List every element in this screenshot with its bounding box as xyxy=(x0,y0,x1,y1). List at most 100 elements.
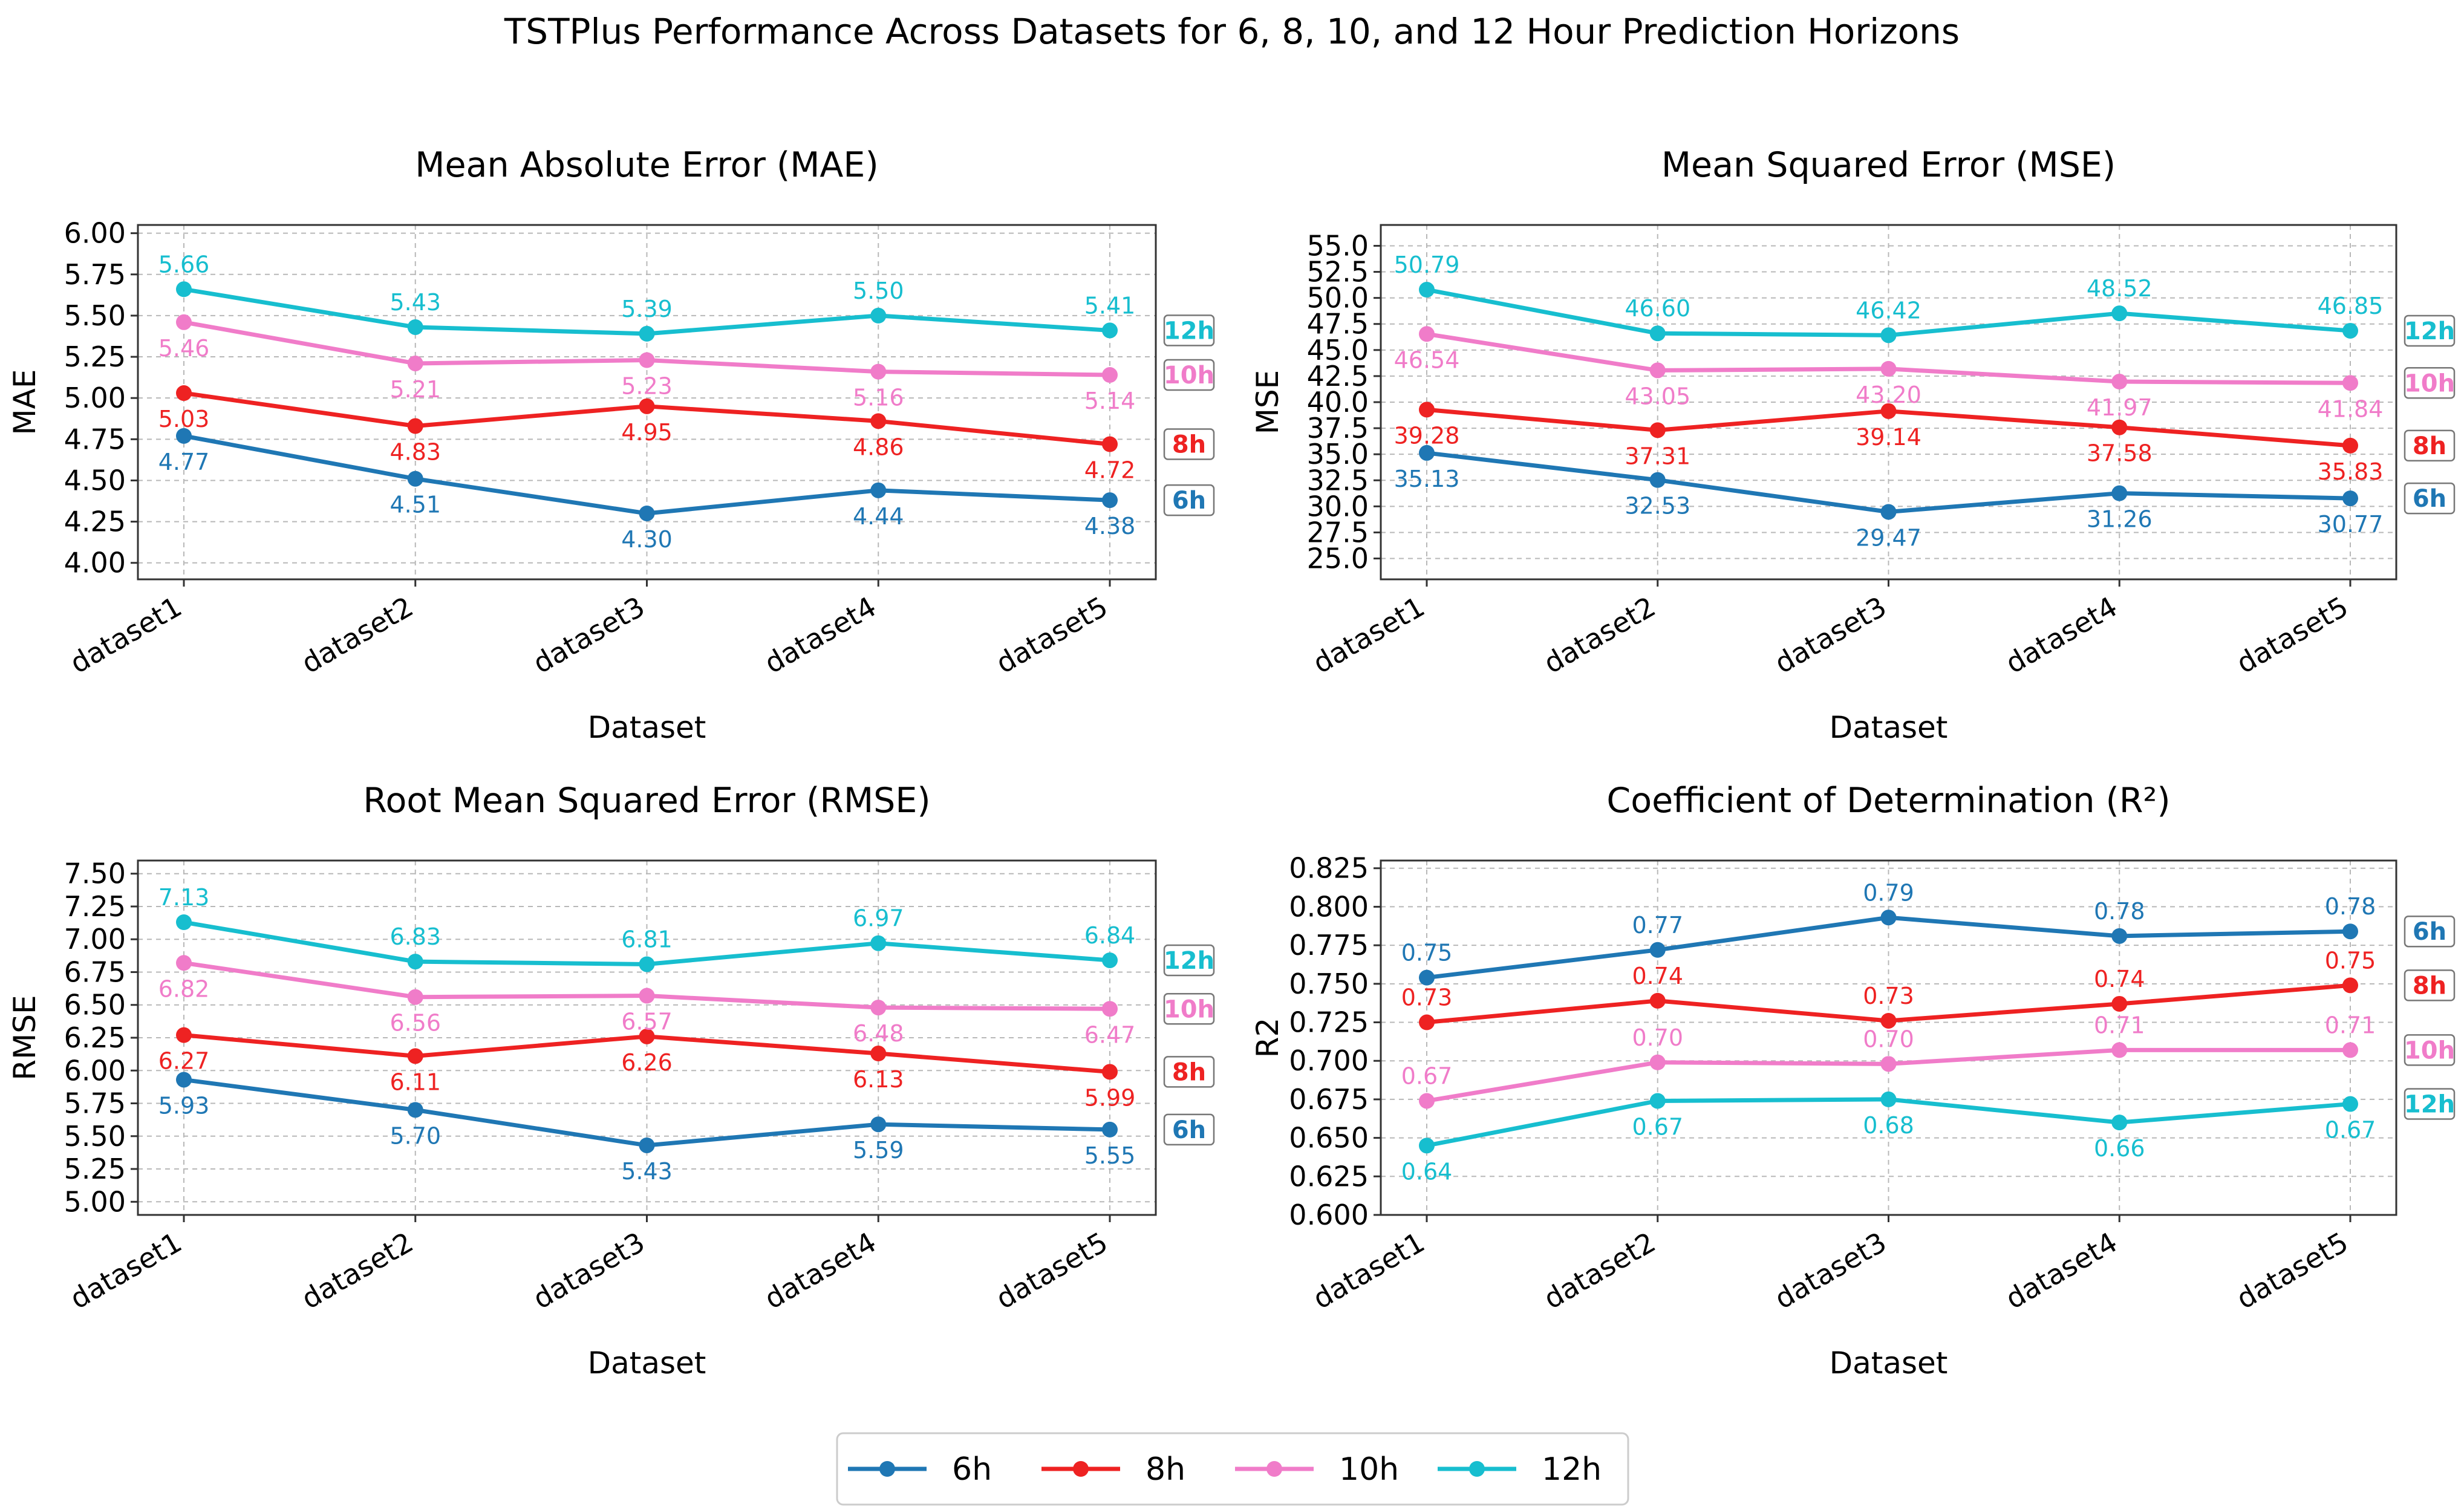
data-label: 0.75 xyxy=(2325,947,2376,974)
series-end-tag: 6h xyxy=(2413,918,2446,946)
series-end-tag: 12h xyxy=(2404,317,2455,345)
series-8h: 39.28 37.31 39.14 37.58 35.83 8h xyxy=(1394,402,2456,485)
x-tick-label: dataset2 xyxy=(1538,1226,1661,1315)
data-point xyxy=(1419,969,1435,986)
data-label: 0.71 xyxy=(2325,1012,2376,1038)
data-point xyxy=(1880,327,1897,343)
data-point xyxy=(1649,942,1666,958)
x-axis-label: Dataset xyxy=(1830,710,1948,745)
data-point xyxy=(1102,492,1118,509)
data-point xyxy=(870,1046,887,1062)
data-label: 6.81 xyxy=(621,926,673,952)
data-point xyxy=(639,505,655,521)
x-tick-label: dataset1 xyxy=(65,590,187,680)
data-label: 0.68 xyxy=(1863,1112,1914,1139)
y-tick-label: 7.00 xyxy=(64,923,126,955)
y-tick-label: 45.0 xyxy=(1307,334,1369,366)
data-point xyxy=(2342,437,2358,454)
y-tick-label: 42.5 xyxy=(1307,360,1369,392)
data-label: 0.71 xyxy=(2094,1012,2145,1038)
legend-entry-6h: 6h xyxy=(848,1451,992,1488)
data-label: 0.78 xyxy=(2325,893,2376,920)
data-point xyxy=(870,307,887,324)
data-label: 5.14 xyxy=(1084,388,1136,414)
subplot-4: 0.600 0.625 0.650 0.675 0.700 0.725 0.750 0.775… xyxy=(1250,781,2456,1381)
series-12h: 0.64 0.67 0.68 0.66 0.67 12h xyxy=(1401,1088,2456,1185)
series-end-tag-box xyxy=(1163,944,1215,977)
data-point xyxy=(2111,485,2128,501)
data-label: 6.83 xyxy=(389,923,441,950)
series-end-tag-box xyxy=(1163,314,1215,347)
data-label: 5.43 xyxy=(621,1158,673,1185)
data-label: 32.53 xyxy=(1625,493,1690,519)
y-tick-label: 6.75 xyxy=(64,955,126,988)
data-point xyxy=(2111,1042,2128,1058)
data-point xyxy=(1419,326,1435,342)
data-label: 6.11 xyxy=(389,1069,441,1095)
data-point xyxy=(1649,1093,1666,1109)
series-end-tag: 8h xyxy=(1172,431,1206,459)
y-tick-label: 7.50 xyxy=(64,858,126,890)
subplot-title: Mean Squared Error (MSE) xyxy=(1661,145,2116,185)
data-label: 39.28 xyxy=(1394,422,1460,449)
data-point xyxy=(407,355,423,371)
legend-label: 10h xyxy=(1339,1451,1399,1488)
data-label: 5.70 xyxy=(389,1122,441,1149)
data-label: 4.72 xyxy=(1084,457,1136,484)
x-axis-label: Dataset xyxy=(1830,1346,1948,1381)
series-end-tag: 12h xyxy=(1164,947,1214,975)
data-point xyxy=(407,1048,423,1064)
x-tick-label: dataset3 xyxy=(527,590,650,680)
data-label: 5.23 xyxy=(621,373,673,399)
legend-marker xyxy=(1073,1461,1089,1477)
legend: 6h 8h 10h 12h xyxy=(836,1432,1629,1506)
y-tick-label: 5.50 xyxy=(64,299,126,332)
data-label: 35.13 xyxy=(1394,466,1460,492)
series-end-tag: 12h xyxy=(2404,1091,2455,1119)
data-label: 0.70 xyxy=(1632,1024,1683,1051)
data-label: 31.26 xyxy=(2087,506,2153,533)
data-point xyxy=(870,482,887,498)
data-point xyxy=(1880,1012,1897,1029)
plot-area xyxy=(137,224,1157,581)
legend-frame xyxy=(836,1432,1629,1506)
data-point xyxy=(2111,419,2128,435)
series-6h: 0.75 0.77 0.79 0.78 0.78 6h xyxy=(1401,879,2456,986)
data-label: 0.75 xyxy=(1401,940,1453,966)
data-label: 5.43 xyxy=(389,289,441,316)
data-point xyxy=(1419,444,1435,461)
y-tick-label: 32.5 xyxy=(1307,464,1369,496)
data-label: 46.42 xyxy=(1856,297,1921,324)
data-point xyxy=(1880,1056,1897,1072)
y-tick-label: 5.00 xyxy=(64,1185,126,1218)
series-end-tag-box xyxy=(2404,429,2456,462)
legend-label: 12h xyxy=(1542,1451,1602,1488)
data-point xyxy=(176,281,192,298)
y-tick-label: 0.700 xyxy=(1289,1044,1369,1077)
data-point xyxy=(1649,422,1666,438)
series-end-tag-box xyxy=(2404,314,2456,347)
data-point xyxy=(870,363,887,380)
data-label: 0.78 xyxy=(2094,898,2145,925)
data-point xyxy=(2342,977,2358,994)
data-label: 0.79 xyxy=(1863,879,1914,906)
data-label: 5.99 xyxy=(1084,1084,1136,1111)
data-point xyxy=(2111,305,2128,322)
data-point xyxy=(870,413,887,429)
x-tick-label: dataset5 xyxy=(991,590,1113,680)
x-tick-label: dataset5 xyxy=(991,1226,1113,1315)
data-label: 30.77 xyxy=(2318,511,2384,538)
y-tick-label: 37.5 xyxy=(1307,412,1369,444)
series-6h: 35.13 32.53 29.47 31.26 30.77 6h xyxy=(1394,444,2456,551)
series-8h: 5.03 4.83 4.95 4.86 4.72 8h xyxy=(158,385,1215,484)
series-end-tag: 8h xyxy=(2413,972,2446,1000)
data-label: 6.47 xyxy=(1084,1021,1136,1048)
data-label: 0.73 xyxy=(1863,983,1914,1009)
y-tick-label: 0.600 xyxy=(1289,1199,1369,1231)
y-tick-label: 6.25 xyxy=(64,1021,126,1054)
series-end-tag-box xyxy=(2404,915,2456,948)
data-label: 48.52 xyxy=(2087,275,2153,302)
data-point xyxy=(1880,504,1897,520)
data-point xyxy=(639,1028,655,1044)
data-label: 29.47 xyxy=(1856,524,1921,551)
